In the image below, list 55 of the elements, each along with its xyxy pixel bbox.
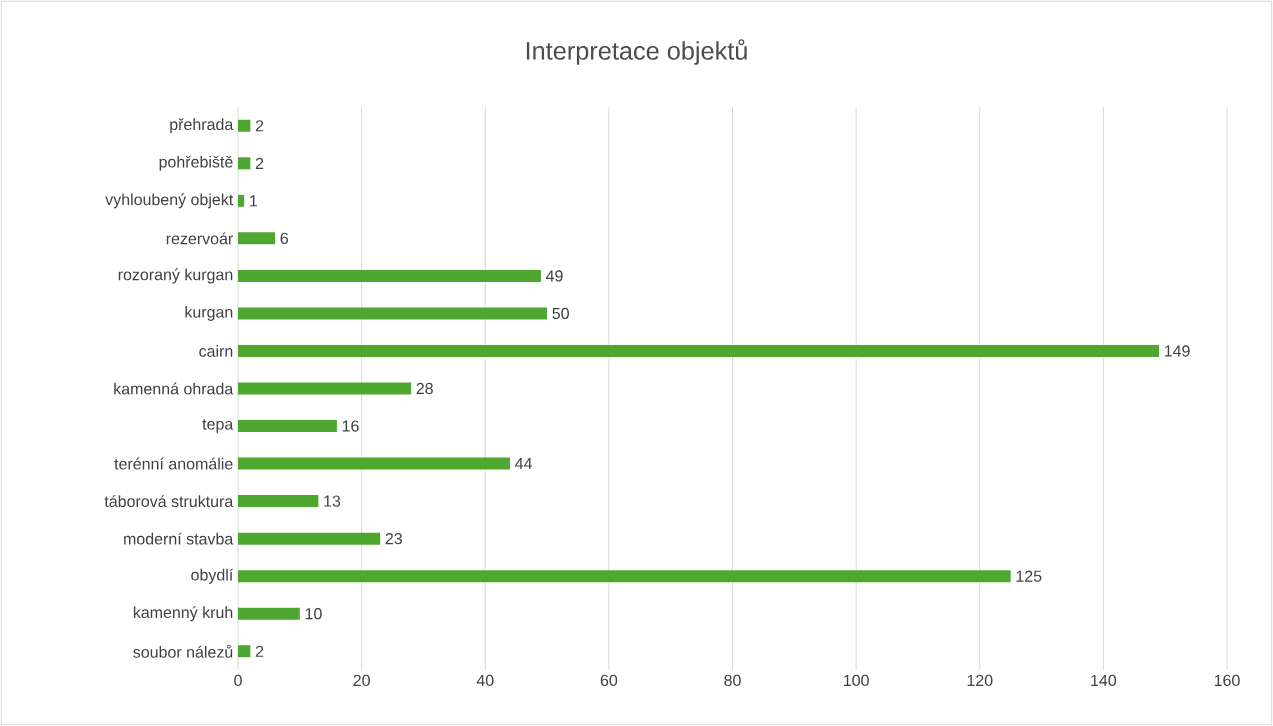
data-label: 23 — [385, 532, 402, 545]
data-label: 50 — [552, 307, 569, 320]
bar — [238, 344, 1160, 357]
data-label: 2 — [255, 645, 264, 657]
bar — [238, 269, 541, 282]
y-tick-label: rozoraný kurgan — [118, 268, 233, 284]
y-tick-label: táborová struktura — [104, 495, 234, 508]
bar — [238, 382, 412, 395]
y-tick-label: tepa — [202, 419, 234, 433]
data-label: 149 — [1164, 345, 1190, 357]
bar — [238, 307, 548, 320]
y-tick-label: soubor nálezů — [133, 644, 233, 658]
y-tick-label: vyhloubený objekt — [105, 193, 234, 209]
bar — [238, 420, 337, 433]
x-tick-label: 140 — [1091, 674, 1117, 687]
y-tick-label: moderní stavba — [124, 532, 234, 545]
data-label: 2 — [255, 157, 264, 169]
bar — [238, 645, 251, 658]
y-tick-label: kurgan — [185, 305, 233, 321]
y-tick-label: přehrada — [170, 118, 234, 134]
x-tick-label: 80 — [724, 674, 741, 687]
bar — [238, 232, 276, 245]
data-label: 16 — [342, 420, 359, 432]
y-tick-label: kamenná ohrada — [114, 382, 234, 395]
data-label: 44 — [515, 458, 533, 470]
chart-title: Interpretace objektů — [526, 39, 747, 65]
x-tick-label: 0 — [234, 674, 242, 687]
data-label: 10 — [305, 608, 322, 620]
bar — [238, 495, 319, 508]
y-tick-label: pohřebiště — [159, 155, 233, 171]
y-tick-label: terénní anomálie — [114, 457, 233, 470]
data-label: 1 — [250, 195, 258, 207]
y-tick-label: kamenný kruh — [133, 606, 233, 622]
bar — [238, 532, 381, 545]
data-label: 49 — [545, 270, 563, 282]
bar — [238, 457, 510, 470]
bar — [238, 119, 251, 132]
bar — [238, 607, 300, 620]
bar — [238, 194, 245, 207]
bar — [238, 570, 1011, 583]
data-label: 125 — [1016, 570, 1042, 582]
x-tick-label: 20 — [353, 674, 370, 687]
x-tick-label: 100 — [844, 674, 869, 687]
bar — [238, 157, 251, 170]
y-tick-label: rezervoár — [166, 232, 234, 245]
data-label: 28 — [416, 382, 433, 395]
x-tick-label: 40 — [476, 674, 494, 687]
data-label: 2 — [255, 120, 264, 132]
x-tick-label: 160 — [1214, 674, 1240, 687]
y-tick-label: obydlí — [191, 568, 234, 584]
x-tick-label: 120 — [967, 674, 993, 687]
x-tick-label: 60 — [600, 674, 618, 687]
data-label: 6 — [280, 232, 288, 245]
y-tick-label: cairn — [199, 345, 233, 357]
data-label: 13 — [324, 495, 341, 507]
